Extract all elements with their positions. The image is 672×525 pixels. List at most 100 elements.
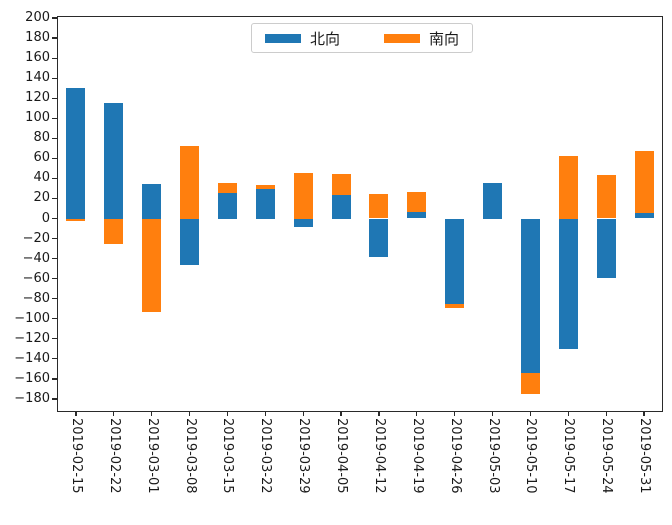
y-tick-label: 200 [25,10,50,25]
y-tick-mark [52,117,57,119]
y-tick-mark [52,157,57,159]
y-tick-mark [52,97,57,99]
bar-segment [142,218,162,312]
legend-label-north: 北向 [309,29,340,48]
x-tick-mark [416,412,418,416]
bar-segment [445,303,465,308]
x-tick-mark [113,412,115,416]
bar-segment [104,103,124,219]
legend-swatch-north-icon [264,33,301,43]
y-tick-mark [52,57,57,59]
bar-segment [369,194,389,219]
bar-segment [293,218,313,227]
x-tick-mark [264,412,266,416]
y-tick-label: 0 [41,210,50,226]
y-tick-mark [52,137,57,139]
y-tick-mark [52,378,57,380]
x-tick-mark [188,412,191,416]
x-tick-label: 2019-05-17 [561,418,577,494]
x-tick-mark [75,412,77,416]
y-tick-mark [52,358,57,360]
legend-item-south: 南向 [384,28,459,49]
y-tick-label: 180 [25,30,50,46]
x-tick-mark [529,412,532,416]
y-tick-label: 120 [25,90,50,106]
x-tick-mark [340,412,342,416]
x-tick-label: 2019-04-05 [334,418,350,494]
y-tick-label: −180 [14,390,50,406]
bar-segment [104,218,124,244]
bar-segment [407,192,427,213]
x-tick-label: 2019-05-10 [523,418,539,494]
y-tick-label: 100 [25,110,50,126]
x-tick-label: 2019-05-31 [637,418,653,494]
x-tick-mark [454,412,456,416]
bar-segment [66,88,86,219]
bar-segment [483,183,503,219]
bar-segment [520,372,540,394]
legend-swatch-south-icon [384,33,420,43]
x-tick-label: 2019-02-15 [68,418,84,494]
x-tick-label: 2019-04-26 [447,418,463,494]
y-tick-label: 160 [25,50,50,66]
x-tick-mark [302,412,304,416]
legend-label-south: 南向 [429,29,460,48]
y-tick-mark [52,37,57,39]
x-tick-label: 2019-03-08 [182,418,198,494]
x-tick-mark [491,412,494,416]
x-tick-label: 2019-05-03 [485,418,501,494]
y-tick-mark [52,197,57,200]
bar-segment [180,218,200,265]
bar-segment [255,185,275,190]
y-tick-label: −80 [22,290,50,306]
y-tick-mark [52,278,57,280]
y-tick-mark [52,298,57,300]
x-tick-mark [151,412,153,416]
x-tick-label: 2019-03-01 [144,418,160,494]
bar-segment [331,174,351,196]
x-tick-label: 2019-03-29 [296,418,312,494]
y-tick-label: −40 [22,250,50,266]
bar-segment [255,189,275,219]
bar-segment [596,218,616,278]
bar-segment [369,218,389,257]
y-tick-mark [52,258,57,260]
bar-segment [558,218,578,349]
x-tick-mark [378,412,380,416]
y-tick-mark [52,338,57,340]
y-tick-label: 40 [33,170,50,186]
y-tick-mark [52,318,57,320]
bar-segment [331,195,351,219]
y-tick-label: −60 [22,270,50,286]
bar-segment [558,156,578,219]
y-tick-label: 60 [33,150,50,166]
bar-segment [217,183,237,194]
y-tick-mark [52,77,57,79]
y-tick-label: −100 [14,310,50,326]
legend: 北向 南向 [251,23,473,53]
y-tick-label: −120 [14,330,50,346]
bar-segment [520,218,540,373]
y-tick-mark [52,237,57,240]
x-tick-mark [567,412,569,416]
bar-segment [293,173,313,219]
bar-segment [180,146,200,219]
x-tick-label: 2019-03-15 [220,418,236,494]
x-tick-mark [643,412,645,416]
bar-segment [634,213,654,219]
x-tick-mark [226,412,229,416]
y-tick-label: −160 [14,370,50,386]
bar-segment [445,218,465,304]
y-tick-mark [52,177,57,179]
bar-segment [596,175,616,219]
y-tick-mark [52,398,57,400]
bar-segment [407,212,427,219]
x-tick-label: 2019-04-19 [409,418,425,494]
y-tick-label: −140 [14,350,50,366]
y-tick-label: −20 [22,230,50,246]
x-tick-label: 2019-05-24 [599,418,615,494]
bar-segment [66,218,86,221]
y-tick-mark [52,17,57,19]
legend-item-north: 北向 [264,28,340,49]
